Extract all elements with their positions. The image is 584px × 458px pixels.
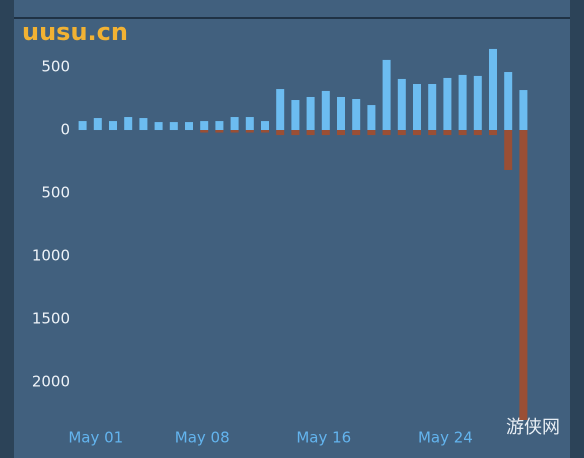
bar — [473, 75, 482, 131]
bar — [215, 121, 224, 131]
bar — [139, 118, 148, 131]
bar — [352, 130, 361, 136]
bar — [169, 122, 178, 131]
bar — [413, 84, 421, 131]
y-tick-label: 500 — [41, 184, 70, 202]
bar — [321, 130, 330, 136]
bar — [276, 130, 285, 136]
bar — [109, 121, 117, 131]
bar — [291, 100, 300, 131]
bar — [382, 59, 391, 131]
bar — [306, 130, 315, 136]
x-tick-label: May 08 — [175, 429, 230, 447]
corner-mark: 游侠网 — [506, 417, 560, 438]
bar — [124, 117, 133, 131]
bar — [261, 121, 269, 131]
bar — [519, 90, 528, 131]
bar — [321, 90, 330, 131]
bar — [428, 84, 437, 131]
bar — [337, 130, 345, 136]
bar — [200, 121, 209, 131]
right-border — [570, 0, 584, 458]
bar — [519, 130, 528, 421]
y-tick-label: 500 — [41, 57, 70, 75]
x-tick-label: May 24 — [418, 429, 473, 447]
bar — [306, 96, 315, 131]
left-border — [0, 0, 14, 458]
y-tick-label: 2000 — [32, 373, 70, 391]
bar — [261, 130, 269, 133]
bar — [489, 130, 497, 136]
bar — [367, 105, 376, 131]
bar — [397, 78, 406, 131]
bar — [397, 130, 406, 136]
bar — [458, 130, 467, 136]
bar — [367, 130, 376, 136]
bar — [428, 130, 437, 136]
bar — [154, 122, 163, 131]
bar — [200, 130, 209, 133]
x-tick-label: May 16 — [296, 429, 351, 447]
bar — [93, 118, 102, 131]
y-tick-label: 1500 — [32, 310, 70, 328]
bar — [443, 77, 452, 131]
bar — [504, 72, 513, 131]
bar — [473, 130, 482, 136]
bar — [291, 130, 300, 136]
bar — [245, 117, 254, 131]
bar — [276, 89, 285, 131]
bar — [352, 99, 361, 131]
y-tick-label: 0 — [60, 121, 70, 139]
y-tick-label: 1000 — [32, 247, 70, 265]
bar — [382, 130, 391, 136]
bar — [245, 130, 254, 133]
watermark: uusu.cn — [22, 18, 128, 46]
bar — [78, 121, 87, 131]
x-tick-label: May 01 — [68, 429, 123, 447]
bar — [337, 96, 345, 131]
bar — [504, 130, 513, 170]
bar — [489, 48, 497, 131]
bar — [230, 117, 239, 131]
bar — [443, 130, 452, 136]
bar — [185, 122, 193, 131]
bar — [215, 130, 224, 133]
bar — [230, 130, 239, 133]
bar — [458, 74, 467, 131]
bar — [413, 130, 421, 136]
